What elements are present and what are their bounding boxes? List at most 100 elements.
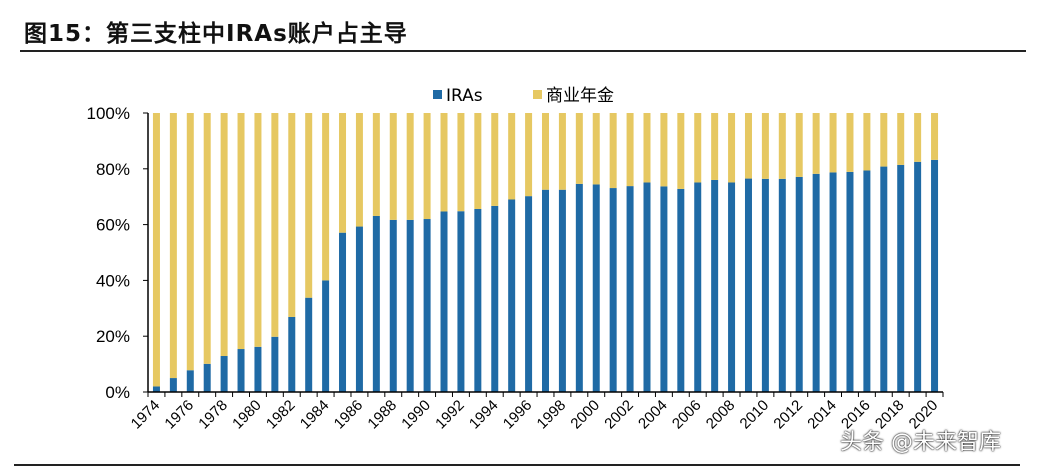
x-tick-label: 2012 — [770, 397, 806, 433]
bar-iras-2014 — [829, 172, 837, 392]
x-tick-label: 1992 — [432, 397, 468, 433]
x-tick-label: 1994 — [466, 397, 502, 433]
x-tick-label: 1988 — [364, 397, 400, 433]
x-tick-label: 1978 — [195, 397, 231, 433]
bar-iras-1979 — [237, 349, 245, 392]
bar-iras-2012 — [795, 176, 803, 392]
bar-annuity-2019 — [914, 113, 922, 162]
bar-iras-2015 — [846, 171, 854, 392]
bar-annuity-1989 — [406, 113, 414, 220]
bar-annuity-2000 — [592, 113, 600, 185]
bar-annuity-1986 — [355, 113, 363, 227]
bar-annuity-2004 — [660, 113, 668, 187]
bar-iras-2008 — [728, 182, 736, 392]
bar-annuity-1993 — [474, 113, 482, 209]
bar-annuity-2011 — [778, 113, 786, 179]
legend-swatch-annuity — [533, 90, 542, 99]
y-tick-label: 60% — [96, 216, 130, 235]
bar-iras-1993 — [474, 208, 482, 392]
bar-annuity-2013 — [812, 113, 820, 174]
bar-iras-1981 — [271, 336, 279, 392]
bar-annuity-2014 — [829, 113, 837, 173]
bar-iras-2007 — [711, 179, 719, 392]
bar-iras-1999 — [575, 183, 583, 392]
bar-iras-1985 — [339, 232, 347, 392]
figure-title: 图15：第三支柱中IRAs账户占主导 — [24, 21, 408, 47]
bar-iras-2020 — [931, 159, 939, 392]
bar-iras-1976 — [186, 370, 194, 392]
bar-iras-1997 — [542, 189, 549, 392]
bar-iras-2004 — [660, 186, 668, 392]
bar-annuity-1976 — [186, 113, 194, 371]
bar-annuity-1985 — [339, 113, 347, 233]
bar-annuity-2018 — [897, 113, 905, 165]
bar-annuity-1984 — [322, 113, 330, 281]
bottom-rule — [14, 464, 1020, 466]
y-tick-label: 100% — [87, 104, 130, 123]
bar-annuity-1982 — [288, 113, 296, 317]
y-tick-label: 40% — [96, 271, 130, 290]
title-rule — [20, 50, 1026, 52]
bar-annuity-1980 — [254, 113, 262, 347]
bar-annuity-1975 — [169, 113, 177, 379]
bar-iras-1994 — [491, 205, 499, 392]
bar-annuity-1974 — [152, 113, 160, 387]
bar-annuity-1977 — [203, 113, 211, 364]
legend-swatch-iras — [433, 90, 442, 99]
bar-iras-1975 — [169, 378, 177, 392]
bar-annuity-2005 — [677, 113, 685, 189]
bar-iras-2000 — [592, 184, 600, 392]
bar-iras-1990 — [423, 219, 431, 392]
bar-annuity-2010 — [761, 113, 769, 179]
x-tick-label: 1998 — [534, 397, 570, 433]
x-tick-label: 1974 — [128, 397, 164, 433]
x-tick-label: 1986 — [331, 397, 367, 433]
bar-annuity-1979 — [237, 113, 245, 350]
bar-annuity-1994 — [491, 113, 499, 206]
bar-annuity-2002 — [626, 113, 634, 187]
bar-annuity-1991 — [440, 113, 448, 212]
bar-annuity-1998 — [558, 113, 566, 190]
x-tick-label: 2000 — [567, 397, 603, 433]
bar-iras-2016 — [863, 170, 871, 392]
bar-annuity-2016 — [863, 113, 871, 171]
bar-annuity-2017 — [880, 113, 888, 167]
bar-iras-2002 — [626, 186, 634, 392]
bar-annuity-1988 — [389, 113, 397, 220]
bar-annuity-2001 — [609, 113, 617, 189]
bar-annuity-2012 — [795, 113, 803, 177]
bar-iras-2006 — [694, 182, 702, 392]
bar-iras-1996 — [525, 196, 533, 392]
x-tick-label: 1990 — [398, 397, 434, 433]
bar-annuity-2015 — [846, 113, 854, 172]
bar-annuity-1992 — [457, 113, 465, 212]
bar-iras-1984 — [322, 280, 330, 392]
bar-iras-1974 — [152, 386, 160, 392]
bar-annuity-1983 — [305, 113, 313, 298]
legend-label-annuity: 商业年金 — [546, 86, 614, 106]
bar-iras-2001 — [609, 188, 617, 392]
bar-annuity-2007 — [711, 113, 719, 180]
x-tick-label: 2004 — [635, 397, 671, 433]
bar-annuity-2006 — [694, 113, 702, 183]
bar-iras-1977 — [203, 363, 211, 392]
bar-iras-1980 — [254, 346, 262, 392]
x-tick-label: 1982 — [263, 397, 299, 433]
bar-iras-1991 — [440, 211, 448, 392]
x-tick-label: 2002 — [601, 397, 637, 433]
bar-iras-1998 — [558, 189, 566, 392]
bar-annuity-1996 — [525, 113, 533, 197]
bar-iras-2018 — [897, 164, 905, 392]
watermark: 头条 @未来智库 — [840, 430, 1001, 455]
bar-annuity-1990 — [423, 113, 431, 220]
y-tick-label: 0% — [105, 383, 130, 402]
x-tick-label: 2014 — [804, 397, 840, 433]
bar-iras-2013 — [812, 173, 820, 392]
bar-iras-1982 — [288, 316, 296, 392]
y-tick-label: 20% — [96, 327, 130, 346]
x-tick-label: 1996 — [500, 397, 536, 433]
bar-annuity-1987 — [372, 113, 380, 216]
y-tick-label: 80% — [96, 160, 130, 179]
bar-iras-1995 — [508, 199, 516, 392]
bar-iras-2003 — [643, 182, 651, 392]
